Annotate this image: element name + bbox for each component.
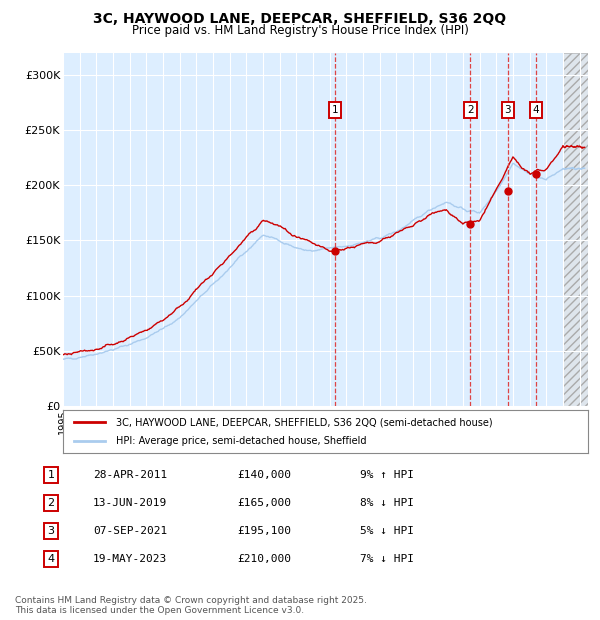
Text: 4: 4	[47, 554, 55, 564]
Bar	[563, 53, 588, 406]
Text: 4: 4	[533, 105, 539, 115]
Text: £140,000: £140,000	[237, 470, 291, 480]
Text: 2: 2	[467, 105, 474, 115]
Text: 5% ↓ HPI: 5% ↓ HPI	[360, 526, 414, 536]
Text: 3: 3	[505, 105, 511, 115]
Text: 13-JUN-2019: 13-JUN-2019	[93, 498, 167, 508]
Text: 19-MAY-2023: 19-MAY-2023	[93, 554, 167, 564]
Text: Price paid vs. HM Land Registry's House Price Index (HPI): Price paid vs. HM Land Registry's House …	[131, 24, 469, 37]
Text: 07-SEP-2021: 07-SEP-2021	[93, 526, 167, 536]
Text: £165,000: £165,000	[237, 498, 291, 508]
Text: £195,100: £195,100	[237, 526, 291, 536]
Text: 8% ↓ HPI: 8% ↓ HPI	[360, 498, 414, 508]
Text: HPI: Average price, semi-detached house, Sheffield: HPI: Average price, semi-detached house,…	[115, 436, 366, 446]
Bar	[563, 53, 588, 406]
Text: 28-APR-2011: 28-APR-2011	[93, 470, 167, 480]
Text: 3: 3	[47, 526, 55, 536]
Text: 7% ↓ HPI: 7% ↓ HPI	[360, 554, 414, 564]
Text: 3C, HAYWOOD LANE, DEEPCAR, SHEFFIELD, S36 2QQ: 3C, HAYWOOD LANE, DEEPCAR, SHEFFIELD, S3…	[94, 12, 506, 27]
Text: Contains HM Land Registry data © Crown copyright and database right 2025.
This d: Contains HM Land Registry data © Crown c…	[15, 596, 367, 615]
Text: 2: 2	[47, 498, 55, 508]
Text: £210,000: £210,000	[237, 554, 291, 564]
Text: 3C, HAYWOOD LANE, DEEPCAR, SHEFFIELD, S36 2QQ (semi-detached house): 3C, HAYWOOD LANE, DEEPCAR, SHEFFIELD, S3…	[115, 417, 492, 427]
Text: 1: 1	[47, 470, 55, 480]
Text: 9% ↑ HPI: 9% ↑ HPI	[360, 470, 414, 480]
Text: 1: 1	[332, 105, 338, 115]
